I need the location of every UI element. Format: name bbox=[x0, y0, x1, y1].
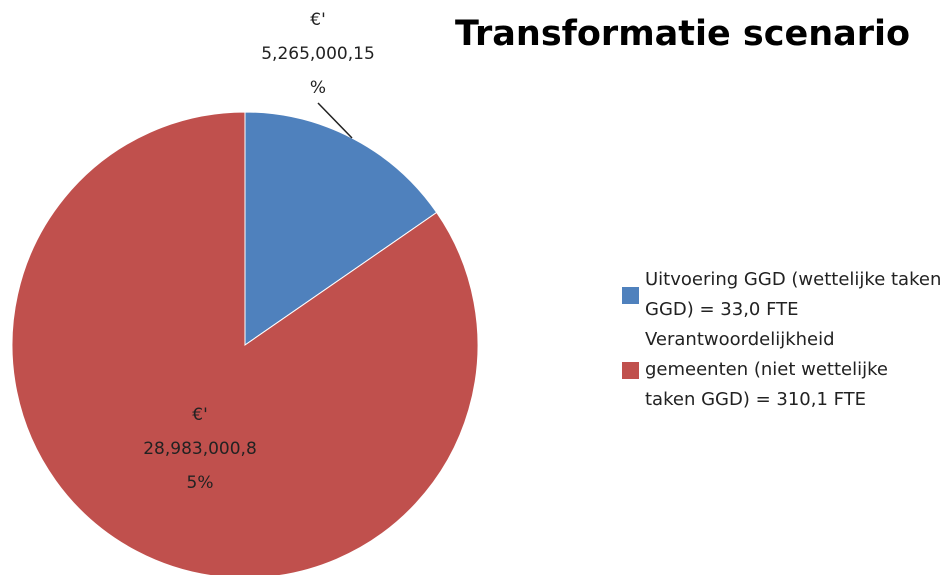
pie-slice bbox=[11, 111, 479, 575]
legend-item: Verantwoordelijkheid gemeenten (niet wet… bbox=[622, 325, 942, 415]
legend-item: Uitvoering GGD (wettelijke taken GGD) = … bbox=[622, 265, 942, 325]
data-label: 5,265,000,15 bbox=[261, 44, 375, 64]
pie-slice bbox=[244, 111, 438, 346]
data-label: €' bbox=[310, 10, 326, 30]
legend-label: Uitvoering GGD (wettelijke taken GGD) = … bbox=[645, 269, 942, 320]
data-label: 5% bbox=[187, 473, 214, 493]
data-label: €' bbox=[192, 405, 208, 425]
legend: Uitvoering GGD (wettelijke taken GGD) = … bbox=[622, 265, 942, 415]
chart-title: Transformatie scenario bbox=[455, 14, 911, 54]
data-label: 28,983,000,8 bbox=[143, 439, 257, 459]
legend-swatch bbox=[622, 361, 639, 379]
legend-label: Verantwoordelijkheid gemeenten (niet wet… bbox=[645, 329, 888, 410]
leader-line bbox=[317, 102, 353, 139]
legend-swatch bbox=[622, 286, 639, 304]
data-label: % bbox=[310, 78, 326, 98]
